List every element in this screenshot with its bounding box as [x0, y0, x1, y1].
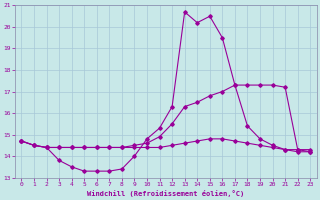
X-axis label: Windchill (Refroidissement éolien,°C): Windchill (Refroidissement éolien,°C) [87, 190, 244, 197]
